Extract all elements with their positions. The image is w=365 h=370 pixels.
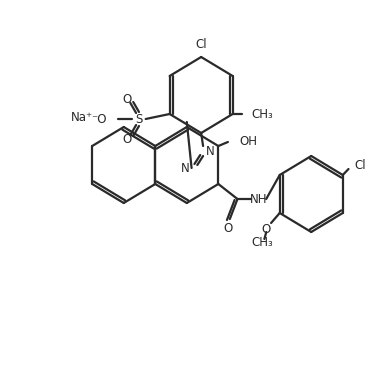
Text: O: O (223, 222, 233, 235)
Text: N: N (205, 145, 214, 158)
Text: CH₃: CH₃ (252, 108, 274, 121)
Text: O: O (262, 222, 271, 235)
Text: ⁻O: ⁻O (91, 112, 107, 125)
Text: NH: NH (250, 192, 267, 205)
Text: O: O (123, 132, 132, 145)
Text: OH: OH (239, 135, 257, 148)
Text: CH₃: CH₃ (251, 236, 273, 249)
Text: N: N (181, 161, 189, 175)
Text: Na⁺: Na⁺ (70, 111, 93, 124)
Text: S: S (135, 112, 143, 125)
Text: O: O (123, 92, 132, 105)
Text: Cl: Cl (354, 158, 365, 172)
Text: Cl: Cl (195, 37, 207, 50)
